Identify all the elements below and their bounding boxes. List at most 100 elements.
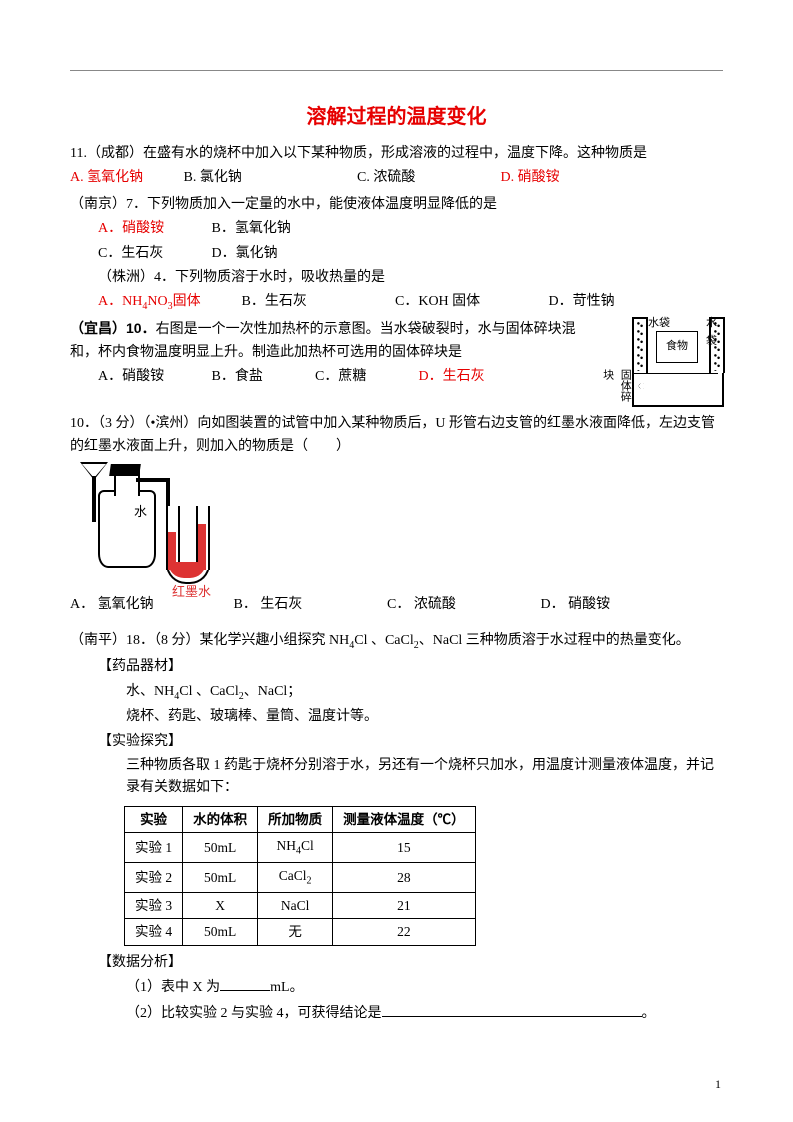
td: 15 [333,833,476,863]
qnp-q1: （1）表中 X 为 mL。 [70,976,723,999]
lbl-water-bag-left: 水袋 [648,315,670,333]
table-row: 实验 3 X NaCl 21 [125,892,476,919]
r1c3-pre: NH [276,838,296,853]
qnj-opt-b: B．氢氧化钠 [212,218,291,240]
qnp-pre: （南平）18．（8 分）某化学兴趣小组探究 NH [70,633,349,648]
qzz-opt-a: A．NH4NO3固体 [98,291,238,315]
qbz-stem: 10．（3 分）（•滨州）向如图装置的试管中加入某种物质后，U 形管右边支管的红… [70,413,723,458]
th-temp: 测量液体温度（℃） [333,806,476,833]
qbz-options: A． 氢氧化钠 B． 生石灰 C． 浓硫酸 D． 硝酸铵 [70,594,723,616]
td: 无 [258,919,333,946]
qzz-opt-b: B．生石灰 [242,291,392,313]
qnj-stem: （南京）7．下列物质加入一定量的水中，能使液体温度明显降低的是 [70,194,723,216]
u-ink-left [168,532,176,570]
qnj-row1: A．硝酸铵 B．氢氧化钠 [70,218,723,240]
lbl-solid: 固体碎块 [598,369,633,407]
qzz-opt-c: C．KOH 固体 [395,291,545,313]
td: 50mL [183,863,258,893]
cup-rubble [634,373,718,404]
side-tube-h [136,478,170,482]
qnp-s1-l1: 水、NH4Cl 、CaCl2、NaCl； [70,681,723,705]
u-ink-right [198,524,206,570]
qzz-opt-d: D．苛性钠 [549,291,615,313]
qzz-a-mid: NO [147,294,167,309]
qbz-opt-d: D． 硝酸铵 [541,594,611,616]
th-exp: 实验 [125,806,183,833]
td: 50mL [183,919,258,946]
qnp-s2-l1: 三种物质各取 1 药匙于烧杯分别溶于水，另还有一个烧杯只加水，用温度计测量液体温… [70,755,723,800]
qnp-s1: 【药品器材】 [70,656,723,678]
qzz-options: A．NH4NO3固体 B．生石灰 C．KOH 固体 D．苛性钠 [70,291,723,315]
qnp-s3: 【数据分析】 [70,952,723,974]
qyc-opt-d: D．生石灰 [419,366,485,388]
td: 50mL [183,833,258,863]
td: NH4Cl [258,833,333,863]
r2c3-pre: CaCl [279,868,307,883]
td: 实验 3 [125,892,183,919]
qnp-q1-pre: （1）表中 X 为 [126,980,220,995]
td: 21 [333,892,476,919]
th-vol: 水的体积 [183,806,258,833]
td: CaCl2 [258,863,333,893]
lbl-water-bag-right: 水袋 [706,315,723,350]
td: NaCl [258,892,333,919]
food-box: 食物 [656,331,698,363]
qnp-q2-post: 。 [642,1006,656,1021]
table-row: 实验 1 50mL NH4Cl 15 [125,833,476,863]
table-row: 实验 4 50mL 无 22 [125,919,476,946]
qzz-stem: （株洲）4．下列物质溶于水时，吸收热量的是 [70,267,723,289]
qyc-opt-c: C．蔗糖 [315,366,415,388]
label-water: 水 [134,502,147,523]
experiment-table: 实验 水的体积 所加物质 测量液体温度（℃） 实验 1 50mL NH4Cl 1… [124,806,476,946]
th-sub: 所加物质 [258,806,333,833]
qzz-a-pre: A．NH [98,294,142,309]
page-number: 1 [715,1075,721,1094]
qnj-opt-d: D．氯化钠 [212,243,278,265]
table-row: 实验 水的体积 所加物质 测量液体温度（℃） [125,806,476,833]
td: 28 [333,863,476,893]
q11-stem: 11.（成都）在盛有水的烧杯中加入以下某种物质，形成溶液的过程中，温度下降。这种… [70,143,723,165]
qnj-row2: C．生石灰 D．氯化钠 [70,243,723,265]
qnp-q2: （2）比较实验 2 与实验 4，可获得结论是 。 [70,1002,723,1025]
q11-opt-c: C. 浓硫酸 [357,167,497,189]
q11-opt-b: B. 氯化钠 [184,167,354,189]
qnp-q2-pre: （2）比较实验 2 与实验 4，可获得结论是 [126,1006,382,1021]
utube-figure: 水 红墨水 [80,462,260,592]
qnj-opt-a: A．硝酸铵 [98,218,208,240]
qnj-opt-c: C．生石灰 [98,243,208,265]
qnp-q1-post: mL。 [270,980,303,995]
q11-opt-d: D. 硝酸铵 [501,167,560,189]
qnp-s1-l1-post: 、NaCl； [244,684,302,699]
table-row: 实验 2 50mL CaCl2 28 [125,863,476,893]
td: X [183,892,258,919]
qyc-opt-b: B．食盐 [212,366,312,388]
page: 溶解过程的温度变化 11.（成都）在盛有水的烧杯中加入以下某种物质，形成溶液的过… [0,0,793,1122]
td: 实验 4 [125,919,183,946]
td: 22 [333,919,476,946]
r1c3-post: Cl [301,838,314,853]
qnp-mid2: 、NaCl 三种物质溶于水过程中的热量变化。 [419,633,690,648]
flask [98,490,156,568]
qzz-a-post: 固体 [173,294,201,309]
stopper [109,464,141,476]
td: 实验 1 [125,833,183,863]
qnp-s2: 【实验探究】 [70,731,723,753]
header-rule [70,70,723,71]
qnp-mid1: Cl 、CaCl [354,633,414,648]
cup-left-bag [632,317,648,373]
label-ink: 红墨水 [172,582,211,603]
qnp-s1-l1-mid: Cl 、CaCl [179,684,239,699]
qyc-opt-a: A．硝酸铵 [98,366,208,388]
funnel-stem [92,476,96,522]
document-title: 溶解过程的温度变化 [70,101,723,133]
qnp-stem: （南平）18．（8 分）某化学兴趣小组探究 NH4Cl 、CaCl2、NaCl … [70,630,723,654]
heating-cup-figure: 食物 水袋 水袋 固体碎块 [598,317,723,407]
blank-x [220,976,270,991]
qbz-opt-c: C． 浓硫酸 [387,594,537,616]
td: 实验 2 [125,863,183,893]
q11-options: A. 氢氧化钠 B. 氯化钠 C. 浓硫酸 D. 硝酸铵 [70,167,723,189]
qnp-s1-l2: 烧杯、药匙、玻璃棒、量筒、温度计等。 [70,706,723,728]
blank-conclusion [382,1002,642,1017]
qbz-opt-b: B． 生石灰 [234,594,384,616]
side-tube-v [166,478,170,508]
